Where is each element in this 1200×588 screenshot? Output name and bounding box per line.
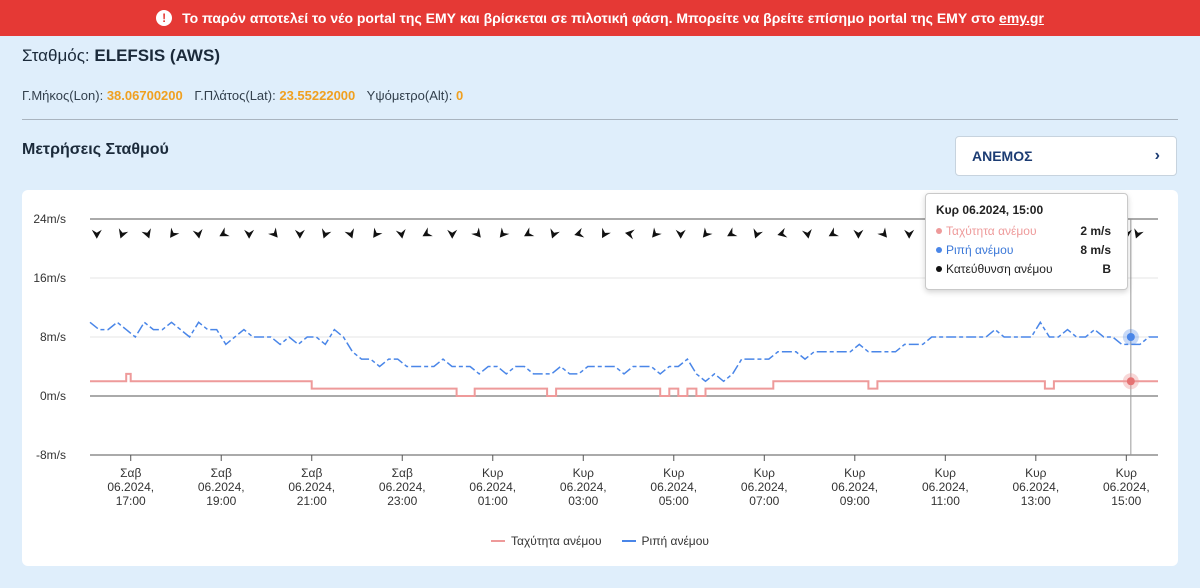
wind-direction-arrow: [801, 228, 812, 239]
x-tick-label: Σαβ 06.2024, 23:00: [379, 466, 426, 508]
banner-link[interactable]: emy.gr: [999, 10, 1044, 26]
station-coordinates: Γ.Μήκος(Lon): 38.06700200 Γ.Πλάτος(Lat):…: [22, 88, 471, 103]
wind-direction-arrow: [141, 228, 151, 239]
wind-direction-arrow: [471, 227, 481, 238]
legend-gust-label: Ριπή ανέμου: [641, 534, 709, 548]
wind-direction-arrow: [574, 227, 585, 238]
lat-label: Γ.Πλάτος(Lat):: [194, 88, 276, 103]
tooltip-title: Κυρ 06.2024, 15:00: [936, 203, 1044, 217]
wind-direction-arrow: [828, 227, 839, 237]
wind-direction-arrow: [702, 227, 713, 238]
wind-direction-arrow: [550, 228, 560, 239]
alt-value: 0: [455, 88, 464, 103]
wind-direction-arrow: [91, 229, 102, 239]
lat-value: 23.55222000: [279, 88, 356, 103]
wind-direction-arrow: [268, 227, 278, 238]
speed-swatch-icon: [491, 540, 506, 542]
tooltip-row-speed: Ταχύτητα ανέμου 2 m/s: [936, 224, 1117, 238]
wind-direction-arrow: [219, 227, 230, 237]
wind-direction-arrow: [244, 229, 255, 239]
x-tick-label: Σαβ 06.2024, 19:00: [198, 466, 245, 508]
wind-direction-arrow: [904, 229, 915, 239]
wind-direction-arrow: [170, 227, 180, 238]
x-tick-label: Κυρ 06.2024, 13:00: [1012, 466, 1059, 508]
wind-direction-arrow: [118, 228, 129, 239]
wind-direction-arrow: [675, 229, 686, 239]
x-tick-label: Κυρ 06.2024, 03:00: [560, 466, 607, 508]
wind-direction-arrow: [422, 227, 433, 237]
wind-direction-arrow: [373, 227, 383, 238]
speed-highlight-point: [1126, 377, 1135, 386]
wind-direction-arrow: [524, 227, 535, 237]
tooltip-direction-label: Κατεύθυνση ανέμου: [946, 262, 1053, 276]
x-tick-label: Κυρ 06.2024, 05:00: [650, 466, 697, 508]
gust-swatch-icon: [621, 540, 636, 542]
y-tick-label: -8m/s: [36, 448, 66, 462]
chevron-right-icon: ›: [1154, 147, 1160, 164]
gust-dot-icon: [936, 247, 942, 253]
x-tick-label: Σαβ 06.2024, 21:00: [288, 466, 335, 508]
x-tick-label: Κυρ 06.2024, 09:00: [831, 466, 878, 508]
selector-label: ΑΝΕΜΟΣ: [972, 148, 1033, 164]
chart-tooltip: Κυρ 06.2024, 15:00 Ταχύτητα ανέμου 2 m/s…: [925, 193, 1128, 290]
tooltip-speed-label: Ταχύτητα ανέμου: [946, 224, 1037, 238]
tooltip-speed-value: 2 m/s: [1080, 224, 1111, 238]
tooltip-gust-value: 8 m/s: [1080, 243, 1111, 257]
wind-direction-arrow: [1134, 228, 1144, 239]
chart-legend: Ταχύτητα ανέμου Ριπή ανέμου: [0, 534, 1200, 548]
y-tick-label: 16m/s: [33, 271, 66, 285]
wind-direction-arrow: [447, 229, 458, 239]
tooltip-row-gust: Ριπή ανέμου 8 m/s: [936, 243, 1117, 257]
direction-dot-icon: [936, 266, 942, 272]
station-label: Σταθμός:: [22, 46, 90, 65]
x-tick-label: Κυρ 06.2024, 07:00: [741, 466, 788, 508]
wind-direction-arrow: [777, 227, 788, 238]
station-name: ELEFSIS (AWS): [94, 46, 220, 65]
legend-speed-label: Ταχύτητα ανέμου: [511, 534, 602, 548]
legend-item-gust[interactable]: Ριπή ανέμου: [621, 534, 709, 548]
station-title: Σταθμός: ELEFSIS (AWS): [22, 46, 220, 66]
wind-direction-arrow: [344, 228, 354, 239]
exclamation-circle-icon: !: [156, 10, 173, 26]
wind-direction-arrow: [499, 227, 510, 238]
gust-highlight-point: [1126, 333, 1135, 341]
wind-direction-arrow: [624, 229, 635, 240]
legend-item-speed[interactable]: Ταχύτητα ανέμου: [491, 534, 602, 548]
wind-direction-arrow: [853, 229, 864, 239]
wind-direction-arrow: [652, 227, 662, 238]
y-tick-label: 0m/s: [40, 389, 66, 403]
x-tick-label: Κυρ 06.2024, 01:00: [469, 466, 516, 508]
y-tick-label: 8m/s: [40, 330, 66, 344]
tooltip-gust-label: Ριπή ανέμου: [946, 243, 1014, 257]
section-title: Μετρήσεις Σταθμού: [22, 141, 169, 158]
wind-direction-arrow: [753, 228, 763, 239]
speed-dot-icon: [936, 228, 942, 234]
series-line-gust: [89, 320, 1158, 383]
lon-label: Γ.Μήκος(Lon):: [22, 88, 104, 103]
section-divider: [22, 119, 1178, 120]
wind-direction-arrow: [395, 228, 406, 239]
lon-value: 38.06700200: [106, 88, 183, 103]
wind-direction-arrow: [321, 228, 332, 239]
pilot-banner: ! Το παρόν αποτελεί το νέο portal της ΕΜ…: [0, 0, 1200, 36]
measurement-selector[interactable]: ΑΝΕΜΟΣ ›: [955, 136, 1177, 176]
wind-direction-arrow: [877, 227, 887, 238]
alt-label: Υψόμετρο(Alt):: [366, 88, 453, 103]
tooltip-direction-value: Β: [1102, 262, 1111, 276]
wind-direction-arrow: [727, 227, 738, 237]
wind-direction-arrow: [294, 229, 305, 239]
tooltip-row-direction: Κατεύθυνση ανέμου Β: [936, 262, 1117, 276]
wind-direction-arrow: [192, 228, 203, 239]
x-tick-label: Σαβ 06.2024, 17:00: [107, 466, 154, 508]
y-tick-label: 24m/s: [33, 212, 66, 226]
series-line-speed: [90, 372, 1158, 397]
x-tick-label: Κυρ 06.2024, 15:00: [1103, 466, 1150, 508]
x-tick-label: Κυρ 06.2024, 11:00: [922, 466, 969, 508]
wind-direction-arrow: [602, 227, 611, 239]
banner-text: Το παρόν αποτελεί το νέο portal της ΕΜΥ …: [182, 10, 996, 26]
